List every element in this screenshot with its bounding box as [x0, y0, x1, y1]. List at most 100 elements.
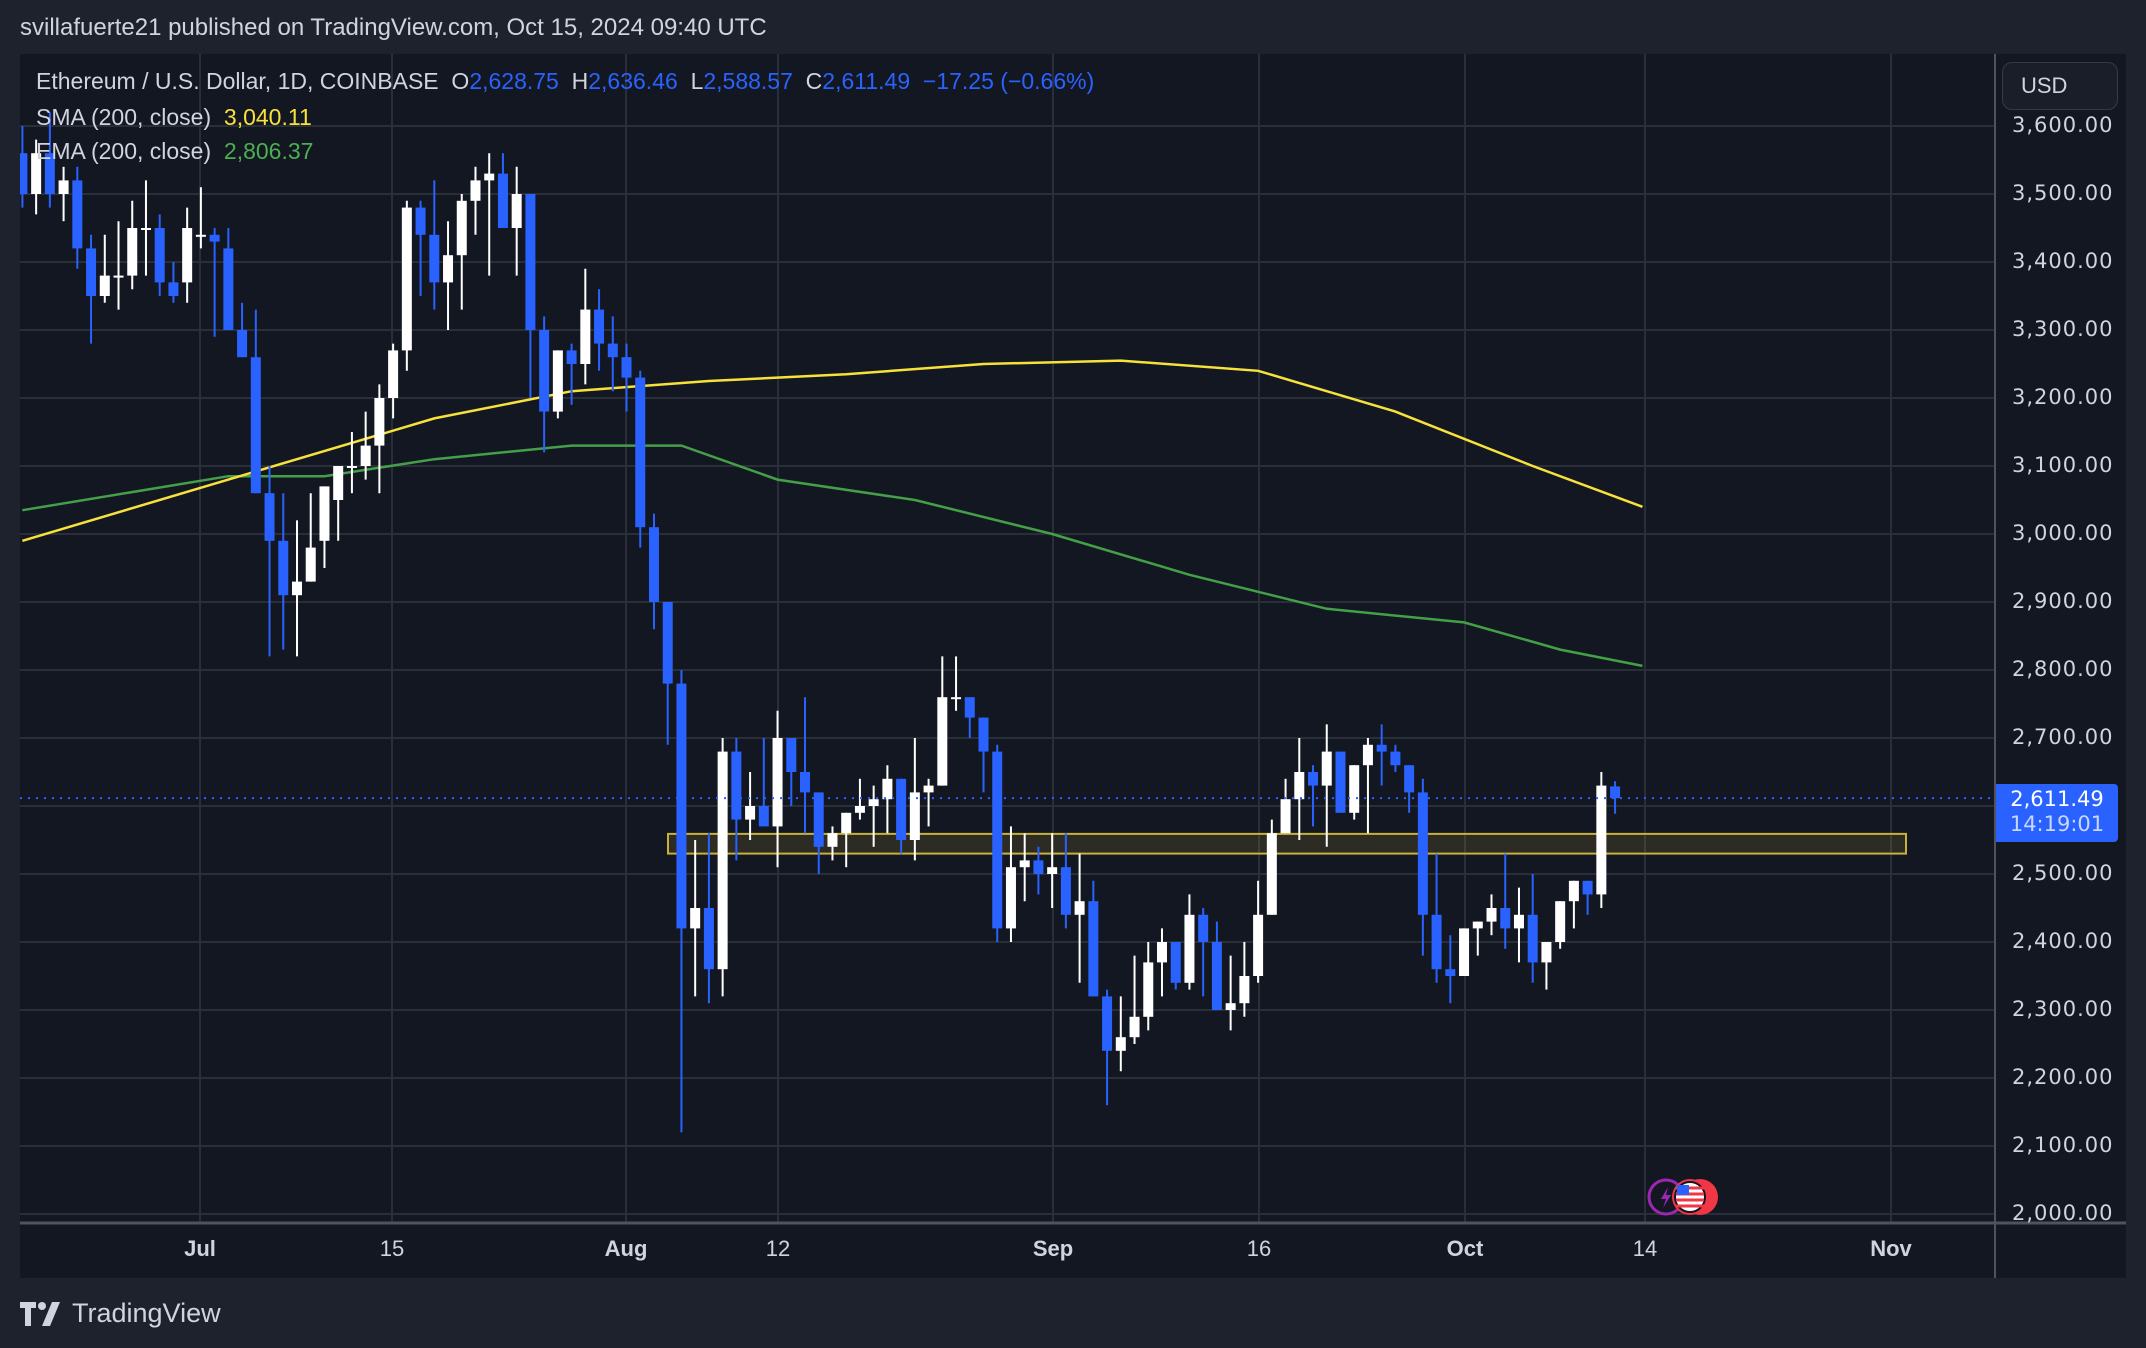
candle-body[interactable] [882, 778, 893, 800]
candle-body[interactable] [896, 778, 907, 840]
candle-body[interactable] [1513, 914, 1524, 929]
candle-body[interactable] [1376, 744, 1387, 752]
candle-body[interactable] [195, 234, 206, 237]
candle-body[interactable] [1390, 751, 1401, 766]
candle-body[interactable] [470, 180, 481, 201]
candle-body[interactable] [20, 153, 28, 194]
candle-body[interactable] [552, 350, 563, 412]
currency-button[interactable]: USD [2002, 62, 2118, 110]
candle-body[interactable] [1472, 921, 1483, 929]
candle-body[interactable] [1362, 744, 1373, 766]
candle-body[interactable] [1253, 914, 1264, 976]
candle-body[interactable] [525, 194, 536, 330]
candle-body[interactable] [278, 540, 289, 596]
candle-body[interactable] [813, 792, 824, 847]
candle-body[interactable] [168, 282, 179, 296]
tradingview-logo[interactable]: TradingView [20, 1298, 221, 1329]
candle-body[interactable] [31, 153, 42, 194]
candle-body[interactable] [1459, 928, 1470, 976]
candle-body[interactable] [1596, 785, 1607, 895]
candlestick-chart[interactable] [20, 54, 2126, 1278]
candle-body[interactable] [1431, 914, 1442, 970]
candle-body[interactable] [951, 697, 962, 700]
candle-body[interactable] [676, 683, 687, 929]
candle-body[interactable] [1115, 1037, 1126, 1051]
candle-body[interactable] [237, 330, 248, 358]
candle-body[interactable] [937, 697, 948, 786]
candle-body[interactable] [868, 799, 879, 806]
candle-body[interactable] [1417, 792, 1428, 915]
candle-body[interactable] [580, 309, 591, 364]
candle-body[interactable] [690, 908, 701, 929]
candle-body[interactable] [1143, 962, 1154, 1017]
candle-body[interactable] [909, 792, 920, 840]
candle-body[interactable] [484, 173, 495, 181]
candle-body[interactable] [662, 602, 673, 684]
candle-body[interactable] [127, 228, 138, 276]
candle-body[interactable] [923, 785, 934, 793]
candle-body[interactable] [1308, 772, 1319, 786]
candle-body[interactable] [703, 908, 714, 970]
support-zone[interactable] [667, 832, 1907, 855]
candle-body[interactable] [854, 806, 865, 813]
candle-body[interactable] [607, 343, 618, 358]
candle-body[interactable] [1568, 880, 1579, 902]
candle-body[interactable] [182, 228, 193, 283]
candle-body[interactable] [223, 248, 234, 330]
candle-body[interactable] [497, 173, 508, 228]
candle-body[interactable] [1349, 765, 1360, 813]
candle-body[interactable] [1033, 860, 1044, 874]
candle-body[interactable] [443, 255, 454, 283]
candle-body[interactable] [648, 527, 659, 602]
ema-legend[interactable]: EMA (200, close) 2,806.37 [36, 138, 314, 164]
candle-body[interactable] [346, 466, 357, 468]
candle-body[interactable] [319, 486, 330, 541]
candle-body[interactable] [250, 357, 261, 494]
candle-body[interactable] [1088, 901, 1099, 997]
sma-legend[interactable]: SMA (200, close) 3,040.11 [36, 104, 312, 130]
candle-body[interactable] [99, 275, 110, 296]
candle-body[interactable] [1129, 1016, 1140, 1038]
candle-body[interactable] [1500, 908, 1511, 929]
candle-body[interactable] [745, 806, 756, 820]
candle-body[interactable] [1060, 867, 1071, 915]
candle-body[interactable] [305, 547, 316, 582]
candle-body[interactable] [1321, 751, 1332, 786]
candle-body[interactable] [731, 751, 742, 820]
candle-body[interactable] [1610, 786, 1621, 799]
candle-body[interactable] [1198, 914, 1209, 942]
candle-body[interactable] [1555, 901, 1566, 942]
candle-body[interactable] [374, 398, 385, 446]
candle-body[interactable] [772, 738, 783, 827]
candle-body[interactable] [388, 350, 399, 398]
candle-body[interactable] [1541, 942, 1552, 963]
candle-body[interactable] [292, 581, 302, 596]
candle-body[interactable] [539, 330, 550, 412]
candle-body[interactable] [1211, 942, 1222, 1010]
candle-body[interactable] [566, 350, 577, 364]
candle-body[interactable] [1486, 908, 1497, 922]
candle-body[interactable] [1156, 942, 1167, 963]
candle-body[interactable] [113, 275, 124, 278]
candle-body[interactable] [140, 228, 151, 230]
candle-body[interactable] [360, 445, 371, 466]
candle-body[interactable] [1335, 751, 1346, 813]
candle-body[interactable] [1170, 942, 1181, 983]
candle-body[interactable] [978, 717, 989, 752]
candle-body[interactable] [1294, 772, 1305, 800]
candle-body[interactable] [964, 697, 975, 718]
candle-body[interactable] [264, 493, 275, 541]
candle-body[interactable] [717, 751, 728, 970]
candle-body[interactable] [209, 234, 220, 242]
candle-body[interactable] [1445, 969, 1456, 976]
candle-body[interactable] [1019, 860, 1030, 868]
candle-body[interactable] [401, 207, 412, 351]
candle-body[interactable] [1047, 867, 1058, 874]
candle-body[interactable] [44, 153, 55, 194]
candle-body[interactable] [841, 812, 852, 834]
candle-body[interactable] [1266, 833, 1277, 915]
candle-body[interactable] [800, 772, 811, 793]
candle-body[interactable] [456, 200, 467, 256]
candle-body[interactable] [1184, 914, 1195, 983]
candle-body[interactable] [758, 806, 769, 827]
